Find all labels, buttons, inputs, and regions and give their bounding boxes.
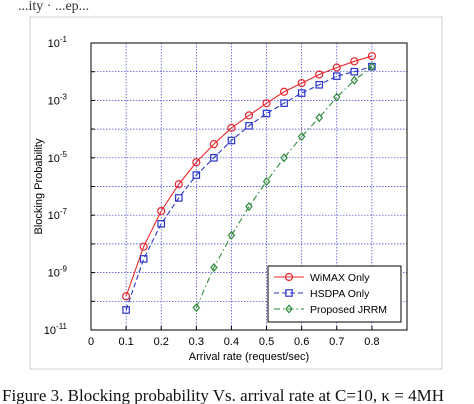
y-tick-label: 10-9 bbox=[48, 265, 68, 280]
data-point bbox=[122, 306, 130, 314]
data-point bbox=[192, 158, 201, 167]
data-point bbox=[315, 70, 324, 79]
y-axis-title: Blocking Probability bbox=[33, 138, 45, 234]
data-point bbox=[332, 63, 341, 72]
y-tick-label: 10-7 bbox=[48, 207, 68, 222]
data-point bbox=[332, 72, 341, 80]
data-point bbox=[192, 171, 201, 179]
legend-box bbox=[267, 265, 402, 323]
data-point bbox=[122, 292, 131, 301]
series-proposed-jrrm bbox=[192, 62, 376, 313]
legend-marker bbox=[284, 272, 294, 282]
y-tick-label: 10-3 bbox=[48, 92, 68, 107]
x-tick-label: 0 bbox=[88, 336, 94, 348]
legend-label: Proposed JRRM bbox=[310, 304, 387, 316]
data-point bbox=[368, 62, 376, 72]
x-axis-ticks: 0 0.1 0.2 0.3 0.4 0.5 0.6 0.7 0.8 bbox=[88, 326, 380, 348]
figure-caption: Figure 3. Blocking probability Vs. arriv… bbox=[2, 386, 444, 404]
x-tick-label: 0.5 bbox=[259, 336, 274, 348]
x-tick-label: 0.3 bbox=[189, 336, 204, 348]
data-point bbox=[350, 75, 359, 85]
y-tick-label: 10-1 bbox=[48, 35, 68, 50]
data-point bbox=[139, 255, 148, 263]
x-axis-title: Arrival rate (request/sec) bbox=[189, 351, 309, 363]
x-tick-label: 0.1 bbox=[118, 336, 133, 348]
data-point bbox=[297, 79, 306, 88]
data-point bbox=[192, 303, 201, 313]
x-tick-label: 0.2 bbox=[154, 336, 169, 348]
legend: WiMAX Only HSDPA Only Proposed JRRM bbox=[267, 265, 402, 323]
data-point bbox=[174, 194, 183, 202]
data-point bbox=[262, 99, 271, 108]
data-point bbox=[297, 89, 306, 97]
series-line bbox=[125, 55, 373, 297]
series-line bbox=[125, 66, 373, 311]
data-point bbox=[280, 153, 288, 163]
x-tick-label: 0.6 bbox=[294, 336, 309, 348]
x-tick-label: 0.8 bbox=[364, 336, 379, 348]
data-point bbox=[262, 176, 271, 186]
data-point bbox=[227, 123, 236, 133]
data-point bbox=[209, 140, 218, 149]
header-fragment: ...ity · ...ep... bbox=[18, 0, 89, 14]
legend-label: HSDPA Only bbox=[310, 288, 370, 300]
data-point bbox=[139, 242, 148, 251]
data-point bbox=[174, 180, 183, 189]
data-point bbox=[227, 230, 236, 240]
legend-label: WiMAX Only bbox=[310, 272, 370, 284]
data-point bbox=[315, 113, 324, 123]
series-wimax-only bbox=[122, 51, 376, 301]
data-point bbox=[244, 111, 254, 120]
data-point bbox=[210, 154, 218, 162]
data-point bbox=[350, 57, 359, 66]
data-point bbox=[367, 51, 376, 61]
y-tick-label: 10-5 bbox=[48, 150, 68, 165]
y-axis-ticks: 10-1 10-3 10-5 10-7 10-9 10-11 bbox=[44, 35, 95, 337]
legend-marker bbox=[285, 304, 293, 314]
data-point bbox=[315, 80, 324, 89]
plot-border bbox=[90, 42, 408, 331]
series-line bbox=[195, 66, 373, 308]
x-tick-label: 0.4 bbox=[224, 336, 239, 348]
data-point bbox=[297, 132, 306, 142]
y-tick-label: 10-11 bbox=[44, 322, 68, 337]
data-point bbox=[280, 99, 288, 107]
series-layer bbox=[122, 51, 376, 314]
legend-marker bbox=[285, 289, 293, 297]
data-point bbox=[280, 87, 289, 96]
data-point bbox=[245, 202, 253, 212]
data-point bbox=[227, 136, 236, 145]
x-tick-label: 0.7 bbox=[329, 336, 344, 348]
data-point bbox=[332, 92, 341, 102]
data-point bbox=[210, 263, 218, 273]
data-point bbox=[157, 206, 166, 216]
data-point bbox=[262, 109, 271, 118]
data-point bbox=[245, 122, 253, 130]
data-point bbox=[350, 67, 359, 76]
data-point bbox=[157, 220, 166, 228]
